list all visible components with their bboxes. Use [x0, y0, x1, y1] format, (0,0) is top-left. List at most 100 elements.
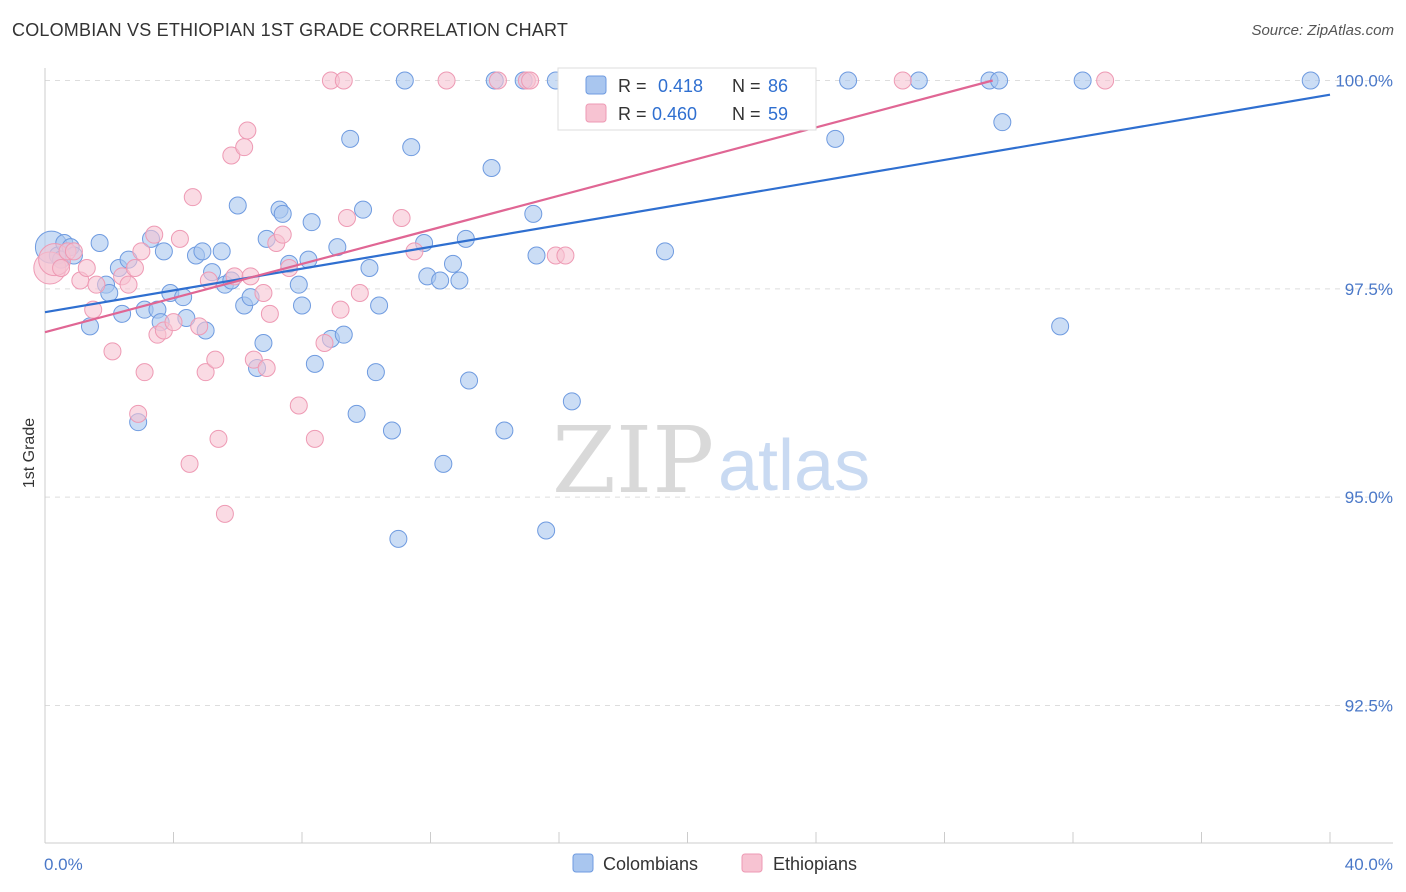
stats-n-value-blue: 86 [768, 76, 788, 96]
y-tick-label-2: 95.0% [1345, 488, 1393, 507]
stats-r-label-pink: R = [618, 104, 647, 124]
source-label: Source: ZipAtlas.com [1251, 22, 1394, 39]
ethiopian-point-20 [170, 229, 189, 248]
ethiopian-point-51 [437, 71, 456, 90]
ethiopian-point-19 [164, 313, 183, 332]
ethiopian-point-46 [334, 71, 353, 90]
colombian-point-84 [1073, 71, 1092, 90]
x-tick-label-max: 40.0% [1345, 855, 1393, 874]
y-tick-labels: 100.0% 97.5% 95.0% 92.5% [1335, 72, 1393, 716]
ethiopian-point-35 [254, 284, 273, 302]
chart-title: COLOMBIAN VS ETHIOPIAN 1ST GRADE CORRELA… [12, 20, 569, 40]
x-tick-label-min: 0.0% [44, 855, 83, 874]
ethiopian-point-42 [305, 429, 324, 448]
colombian-point-52 [382, 421, 401, 440]
ethiopian-point-14 [132, 242, 151, 261]
ethiopian-point-28 [215, 504, 234, 523]
colombian-point-29 [228, 196, 247, 215]
colombian-point-7 [90, 234, 109, 252]
ethiopian-point-21 [180, 454, 199, 473]
ethiopian-point-54 [521, 71, 540, 90]
colombian-point-72 [562, 392, 581, 411]
ethiopian-point-9 [103, 342, 122, 361]
colombian-point-18 [154, 242, 173, 261]
y-tick-label-0: 100.0% [1335, 72, 1393, 91]
colombian-point-55 [402, 138, 421, 157]
colombian-point-41 [305, 354, 324, 373]
colombian-point-78 [839, 71, 858, 90]
ethiopian-point-32 [238, 121, 257, 140]
ethiopian-point-31 [235, 138, 254, 157]
ethiopian-point-24 [196, 363, 215, 382]
colombian-point-58 [431, 271, 450, 290]
colombian-point-33 [254, 334, 273, 352]
colombian-point-82 [993, 113, 1012, 132]
colombian-point-79 [909, 71, 928, 90]
ethiopian-point-22 [183, 188, 202, 207]
ethiopian-point-34 [244, 350, 263, 369]
grid-lines [45, 80, 1393, 706]
colombian-point-68 [524, 204, 543, 223]
colombian-point-26 [212, 242, 231, 261]
ethiopian-point-27 [209, 429, 228, 448]
ethiopian-point-57 [893, 71, 912, 90]
colombian-point-54 [395, 71, 414, 90]
ethiopian-point-8 [87, 275, 106, 294]
stats-n-value-pink: 59 [768, 104, 788, 124]
stats-swatch-pink [585, 103, 607, 123]
colombian-point-40 [302, 213, 321, 232]
ethiopian-point-47 [337, 209, 356, 227]
ethiopian-point-49 [392, 209, 411, 227]
ethiopian-point-26 [206, 350, 225, 369]
ethiopian-point-39 [273, 225, 292, 244]
watermark-zip: ZIP [552, 407, 714, 514]
colombian-point-47 [347, 404, 366, 423]
stats-box: R = 0.418 N = 86 R = 0.460 N = 59 [557, 67, 817, 131]
ethiopian-trend-line [44, 79, 993, 334]
colombian-point-50 [366, 363, 385, 382]
colombian-point-53 [389, 529, 408, 548]
ethiopian-point-12 [125, 259, 144, 277]
y-axis-label: 1st Grade [21, 418, 38, 488]
colombian-point-66 [495, 421, 514, 440]
ethiopian-point-29 [222, 146, 241, 165]
ethiopian-point-36 [257, 359, 276, 377]
colombian-point-76 [656, 242, 675, 261]
legend-label-ethiopians: Ethiopians [773, 854, 857, 874]
ethiopian-point-13 [129, 404, 148, 423]
ethiopian-point-16 [145, 225, 164, 244]
colombian-point-38 [289, 275, 308, 294]
colombian-point-59 [434, 454, 453, 473]
ethiopian-point-58 [1096, 71, 1115, 90]
colombian-point-61 [450, 271, 469, 290]
stats-n-label-blue: N = [732, 76, 761, 96]
ethiopian-point-4 [64, 242, 83, 261]
y-tick-label-1: 97.5% [1345, 280, 1393, 299]
ethiopian-point-15 [135, 363, 154, 382]
colombian-point-81 [990, 71, 1009, 90]
ethiopian-point-52 [488, 71, 507, 90]
ethiopian-point-37 [260, 304, 279, 323]
colombian-point-48 [354, 200, 373, 219]
legend-swatch-ethiopians [741, 853, 763, 873]
colombian-point-60 [443, 254, 462, 273]
colombian-point-51 [370, 296, 389, 315]
stats-r-value-pink: 0.460 [652, 104, 697, 124]
stats-n-label-pink: N = [732, 104, 761, 124]
series-ethiopians [33, 71, 1115, 523]
colombian-point-46 [341, 129, 360, 148]
stats-r-label-blue: R = [618, 76, 647, 96]
stats-r-value-blue: 0.418 [658, 76, 703, 96]
ethiopian-point-48 [350, 284, 369, 302]
ethiopian-point-56 [556, 246, 575, 265]
watermark-atlas: atlas [718, 426, 870, 506]
ethiopian-point-41 [289, 396, 308, 415]
legend: Colombians Ethiopians [572, 853, 857, 874]
ethiopian-point-6 [77, 259, 96, 277]
legend-label-colombians: Colombians [603, 854, 698, 874]
colombian-point-45 [334, 325, 353, 344]
colombian-point-39 [293, 296, 311, 315]
ethiopian-point-23 [190, 317, 209, 336]
colombian-point-77 [826, 129, 845, 148]
